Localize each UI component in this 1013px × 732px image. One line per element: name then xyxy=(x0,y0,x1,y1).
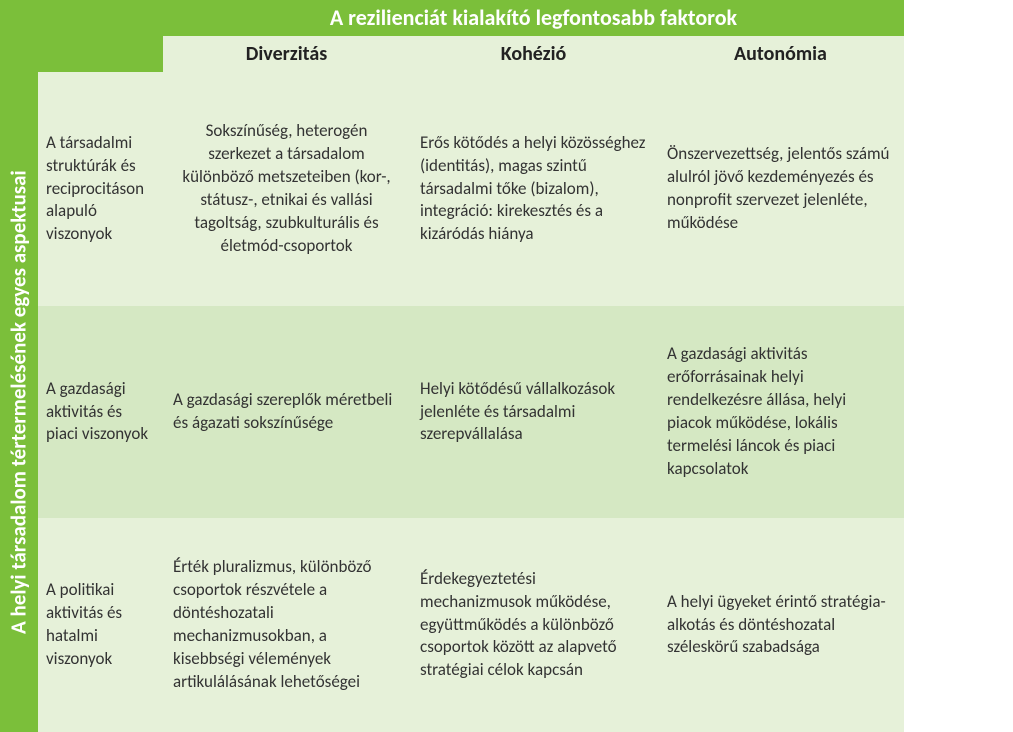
resilience-factors-table: A rezilienciát kialakító legfontosabb fa… xyxy=(0,0,1013,732)
cell-social-diversity: Sokszínűség, heterogén szerkezet a társa… xyxy=(163,72,410,306)
cell-economic-autonomy: A gazdasági aktivitás erőforrásainak hel… xyxy=(657,306,904,518)
header-main: A rezilienciát kialakító legfontosabb fa… xyxy=(163,0,904,36)
header-factor-autonomy: Autonómia xyxy=(657,36,904,72)
header-factor-diversity: Diverzitás xyxy=(163,36,410,72)
top-left-corner-block xyxy=(0,0,163,72)
side-header-aspects: A helyi társadalom tértermelésének egyes… xyxy=(0,72,38,732)
cell-political-diversity: Érték pluralizmus, különböző csoportok r… xyxy=(163,518,410,732)
cell-social-cohesion: Erős kötődés a helyi közösséghez (identi… xyxy=(410,72,657,306)
cell-political-cohesion: Érdekegyeztetési mechanizmusok működése,… xyxy=(410,518,657,732)
row-label-political: A politikai aktivitás és hatalmi viszony… xyxy=(38,518,163,732)
header-factor-cohesion: Kohézió xyxy=(410,36,657,72)
row-label-social-structures: A társadalmi struktúrák és reciprocitáso… xyxy=(38,72,163,306)
cell-economic-diversity: A gazdasági szereplők méretbeli és ágaza… xyxy=(163,306,410,518)
row-label-economic: A gazdasági aktivitás és piaci viszonyok xyxy=(38,306,163,518)
cell-political-autonomy: A helyi ügyeket érintő stratégia-alkotás… xyxy=(657,518,904,732)
cell-social-autonomy: Önszervezettség, jelentős számú alulról … xyxy=(657,72,904,306)
cell-economic-cohesion: Helyi kötődésű vállalkozások jelenléte é… xyxy=(410,306,657,518)
